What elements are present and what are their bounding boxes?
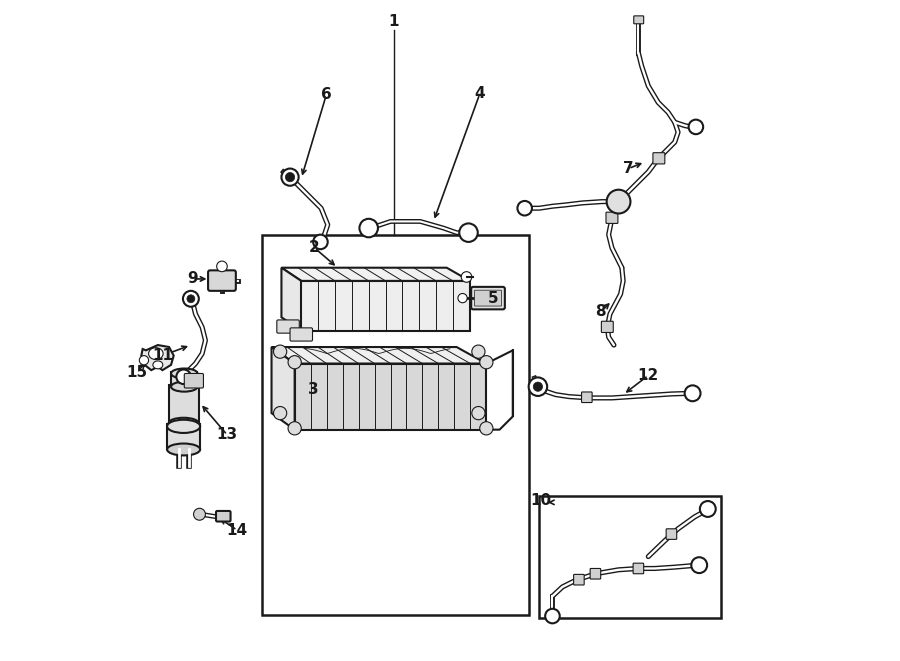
FancyBboxPatch shape	[208, 270, 236, 291]
Polygon shape	[272, 347, 294, 430]
Ellipse shape	[153, 361, 163, 369]
Polygon shape	[302, 281, 470, 330]
Circle shape	[274, 345, 287, 358]
Text: 5: 5	[488, 292, 499, 306]
FancyBboxPatch shape	[474, 290, 501, 306]
FancyBboxPatch shape	[606, 212, 618, 223]
Circle shape	[480, 422, 493, 435]
Circle shape	[274, 407, 287, 420]
Bar	[169, 385, 199, 423]
Circle shape	[194, 508, 205, 520]
Circle shape	[285, 173, 294, 182]
Circle shape	[545, 609, 560, 623]
Circle shape	[288, 422, 302, 435]
Circle shape	[700, 501, 716, 517]
Text: 4: 4	[474, 87, 485, 101]
Polygon shape	[282, 268, 302, 330]
FancyBboxPatch shape	[216, 511, 230, 522]
Polygon shape	[141, 345, 174, 370]
Circle shape	[685, 385, 700, 401]
Circle shape	[288, 356, 302, 369]
Circle shape	[607, 190, 631, 214]
Circle shape	[176, 369, 191, 384]
Text: 15: 15	[127, 365, 148, 379]
FancyBboxPatch shape	[573, 574, 584, 585]
Text: 2: 2	[309, 241, 320, 255]
Text: 6: 6	[321, 87, 332, 102]
Text: 8: 8	[596, 305, 606, 319]
Polygon shape	[272, 347, 486, 364]
Text: 12: 12	[638, 368, 659, 383]
Circle shape	[282, 169, 299, 186]
Ellipse shape	[167, 444, 200, 455]
FancyBboxPatch shape	[184, 373, 203, 388]
Circle shape	[691, 557, 707, 573]
FancyBboxPatch shape	[277, 320, 300, 333]
Circle shape	[480, 356, 493, 369]
Bar	[167, 424, 200, 449]
Text: 11: 11	[152, 348, 173, 363]
Text: 9: 9	[187, 272, 197, 286]
Text: 14: 14	[227, 523, 248, 537]
FancyBboxPatch shape	[290, 328, 312, 341]
Ellipse shape	[168, 418, 199, 428]
Circle shape	[461, 272, 472, 282]
Circle shape	[217, 261, 227, 272]
Circle shape	[459, 223, 478, 242]
Text: 13: 13	[217, 428, 238, 442]
Polygon shape	[294, 364, 486, 430]
Circle shape	[528, 377, 547, 396]
Polygon shape	[282, 268, 470, 281]
Text: 3: 3	[308, 383, 319, 397]
Circle shape	[472, 345, 485, 358]
Text: 10: 10	[531, 493, 552, 508]
Circle shape	[183, 291, 199, 307]
Text: 1: 1	[389, 15, 399, 29]
FancyBboxPatch shape	[601, 321, 613, 332]
Circle shape	[518, 201, 532, 215]
Ellipse shape	[171, 368, 197, 378]
Bar	[539, 496, 721, 618]
Circle shape	[187, 295, 195, 303]
Circle shape	[472, 407, 485, 420]
Circle shape	[458, 293, 467, 303]
Circle shape	[140, 356, 148, 365]
FancyBboxPatch shape	[666, 529, 677, 539]
Circle shape	[313, 235, 328, 249]
FancyBboxPatch shape	[581, 392, 592, 403]
FancyBboxPatch shape	[634, 16, 643, 24]
Ellipse shape	[148, 348, 163, 360]
Bar	[171, 372, 197, 387]
Text: 7: 7	[623, 161, 634, 176]
Ellipse shape	[167, 420, 200, 433]
Circle shape	[688, 120, 703, 134]
FancyBboxPatch shape	[590, 568, 600, 579]
FancyBboxPatch shape	[472, 287, 505, 309]
FancyBboxPatch shape	[652, 153, 665, 164]
FancyBboxPatch shape	[633, 563, 643, 574]
Circle shape	[534, 382, 543, 391]
Bar	[262, 235, 529, 615]
Ellipse shape	[171, 382, 197, 391]
Circle shape	[359, 219, 378, 237]
